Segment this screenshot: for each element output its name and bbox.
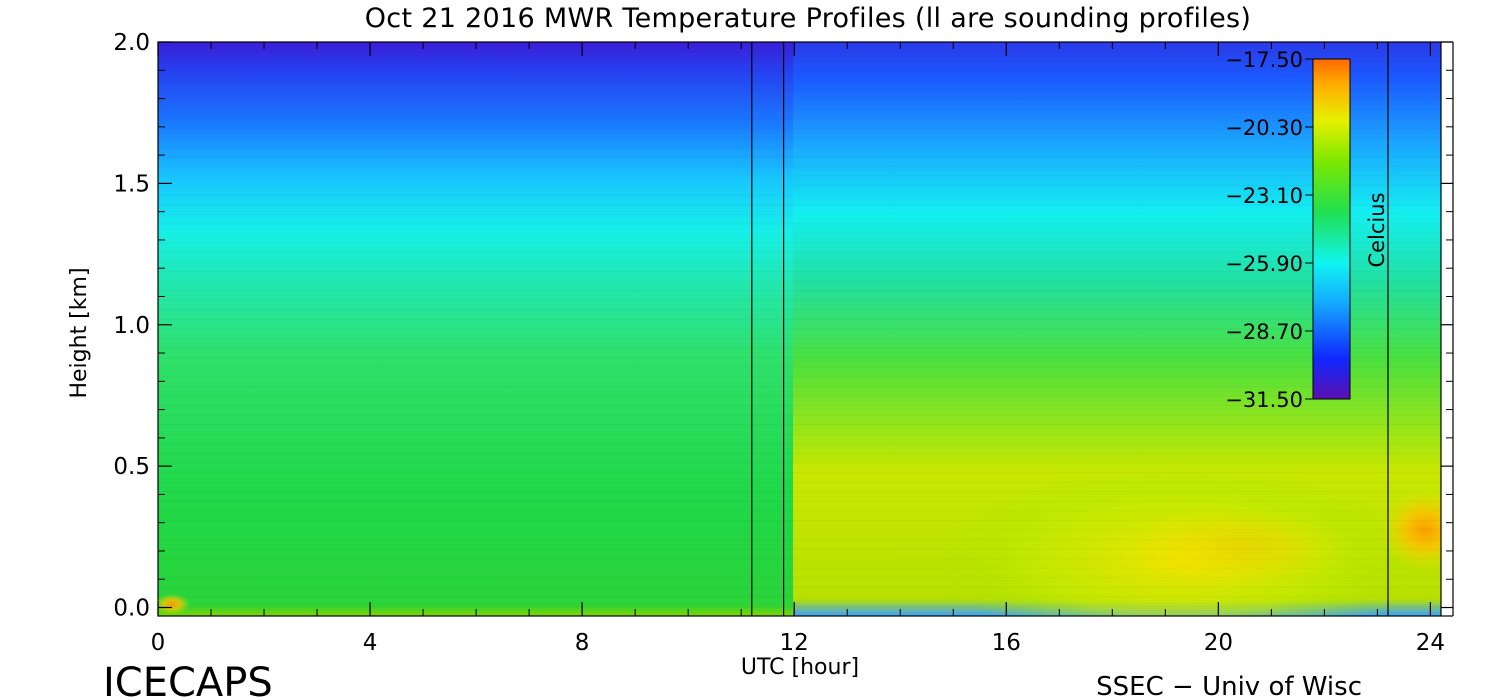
- brand-logo-text: ICECAPS: [103, 660, 273, 700]
- colorbar-tick-label: −31.50: [1225, 388, 1303, 412]
- sounding-profile-markers: [751, 42, 1389, 616]
- x-tick-label: 12: [780, 630, 809, 656]
- colorbar-tick-label: −28.70: [1225, 320, 1303, 344]
- x-axis-label: UTC [hour]: [741, 655, 859, 680]
- chart-title: Oct 21 2016 MWR Temperature Profiles (ll…: [365, 3, 1252, 34]
- plot-frame-right-axis: [1441, 41, 1454, 617]
- x-tick-label: 16: [992, 630, 1021, 656]
- y-tick-label: 0.0: [113, 596, 150, 622]
- temperature-field-gap: [758, 42, 793, 616]
- y-axis: 0.0 0.5 1.0 1.5 2.0: [113, 30, 1453, 622]
- colorbar-ticks: −17.50 −20.30 −23.10 −25.90 −28.70 −31.50: [1225, 48, 1313, 412]
- temperature-field-left: [158, 42, 758, 616]
- x-tick-label: 24: [1416, 630, 1445, 656]
- credit-text: SSEC − Univ of Wisc: [1096, 672, 1362, 700]
- plot-frame: [157, 41, 1442, 617]
- y-tick-label: 1.5: [113, 171, 150, 197]
- x-tick-label: 4: [363, 630, 378, 656]
- warm-region-edge: [1380, 490, 1441, 570]
- colorbar-label: Celcius: [1365, 192, 1389, 267]
- y-tick-label: 0.5: [113, 454, 150, 480]
- y-axis-label: Height [km]: [67, 267, 92, 398]
- x-tick-label: 20: [1204, 630, 1233, 656]
- x-tick-label: 0: [151, 630, 166, 656]
- colorbar-tick-label: −20.30: [1225, 116, 1303, 140]
- colorbar-tick-label: −17.50: [1225, 48, 1303, 72]
- x-tick-label: 8: [575, 630, 590, 656]
- y-tick-label: 1.0: [113, 313, 150, 339]
- y-tick-label: 2.0: [113, 30, 150, 56]
- colorbar: Celcius −17.50 −20.30 −23.10 −25.90 −28.70 −3…: [1225, 48, 1389, 412]
- x-axis: 0 4 8 12 16 20 24: [151, 42, 1445, 656]
- colorbar-tick-label: −23.10: [1225, 184, 1303, 208]
- warm-region-surface: [158, 594, 190, 614]
- colorbar-tick-label: −25.90: [1225, 252, 1303, 276]
- colorbar-scale: [1312, 58, 1351, 400]
- warm-region-outer: [940, 465, 1420, 616]
